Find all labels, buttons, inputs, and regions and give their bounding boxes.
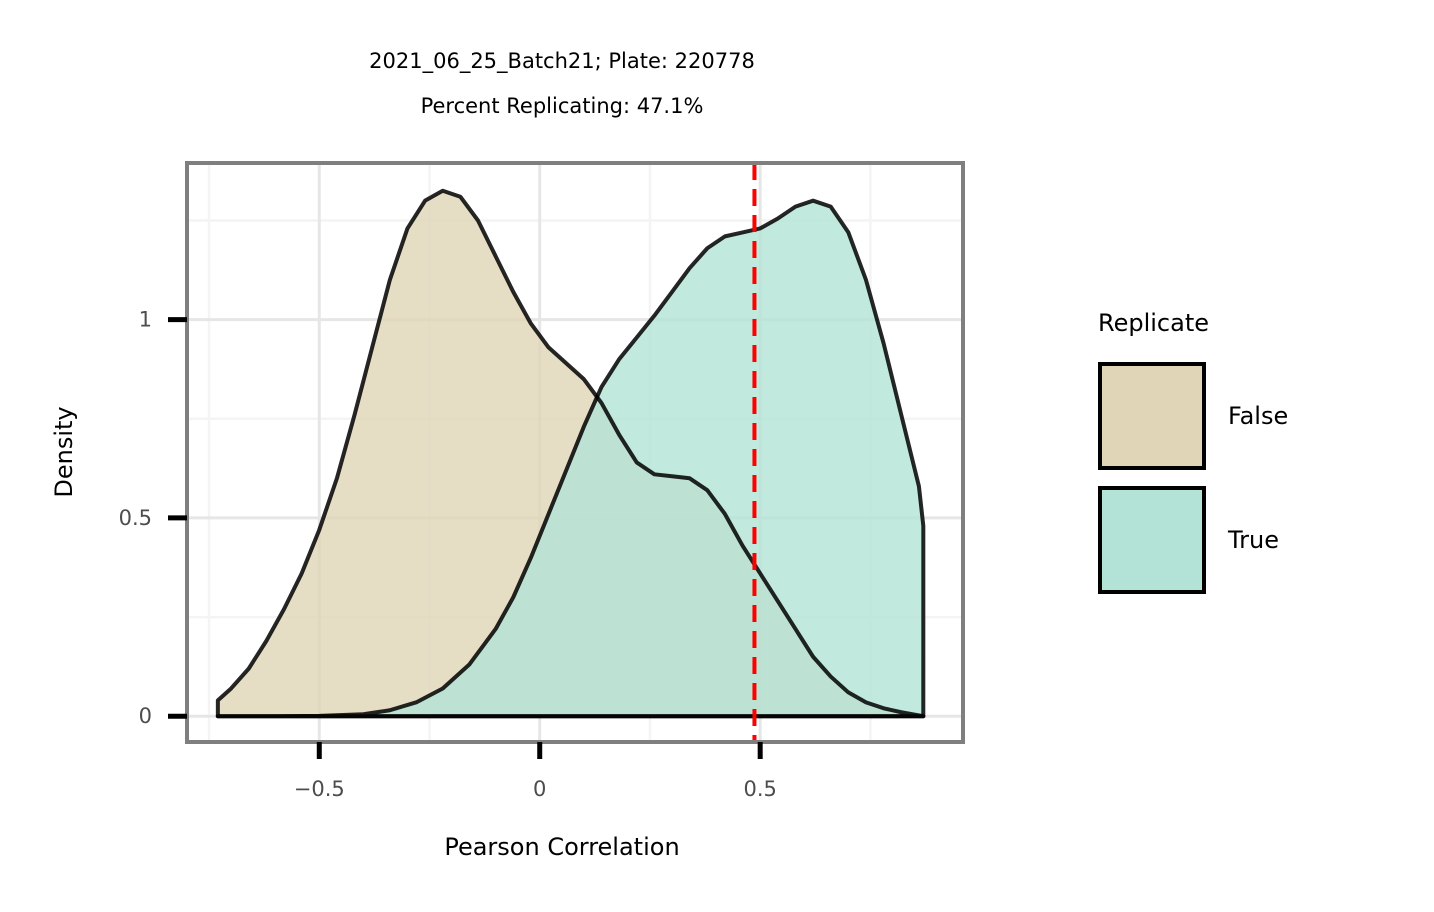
- chart-subtitle: Percent Replicating: 47.1%: [421, 94, 704, 118]
- x-tick-label-1: 0: [533, 777, 546, 801]
- density-areas: [217, 190, 924, 717]
- density-area-true: [217, 200, 924, 717]
- y-axis: 00.51: [119, 308, 187, 728]
- legend-swatch-false: [1098, 362, 1206, 470]
- chart-title: 2021_06_25_Batch21; Plate: 220778: [369, 49, 755, 74]
- y-axis-title: Density: [50, 406, 78, 497]
- y-tick-label-2: 1: [139, 308, 152, 332]
- x-axis-title: Pearson Correlation: [444, 833, 679, 861]
- x-axis: −0.5 0 0.5: [294, 742, 777, 801]
- density-outline-false: [215, 188, 926, 719]
- x-tick-label-2: 0.5: [743, 777, 776, 801]
- y-tick-label-1: 0.5: [119, 506, 152, 530]
- legend: Replicate False True: [1098, 309, 1288, 594]
- legend-title: Replicate: [1098, 309, 1209, 337]
- legend-swatch-true: [1098, 486, 1206, 594]
- legend-label-false: False: [1228, 402, 1288, 430]
- plot-border: [185, 161, 965, 744]
- density-outline-true: [215, 198, 926, 719]
- density-outlines: [215, 188, 926, 719]
- x-tick-label-0: −0.5: [294, 777, 345, 801]
- y-tick-label-0: 0: [139, 704, 152, 728]
- legend-label-true: True: [1227, 526, 1279, 554]
